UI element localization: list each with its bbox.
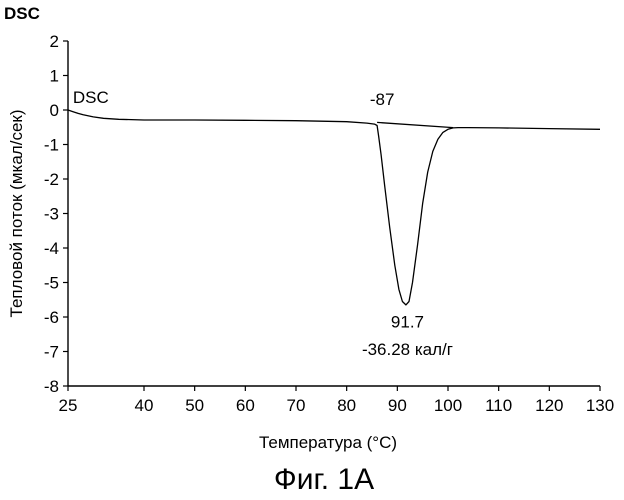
annotations: DSC -87 91.7 -36.28 кал/г xyxy=(73,88,453,359)
x-tick-label: 50 xyxy=(185,396,204,415)
x-tick-label: 100 xyxy=(434,396,462,415)
x-tick-label: 60 xyxy=(236,396,255,415)
y-tick-label: -5 xyxy=(44,274,59,293)
x-tick-label: 120 xyxy=(535,396,563,415)
annotation-label: -87 xyxy=(370,90,395,109)
y-tick-label: -2 xyxy=(44,170,59,189)
x-tick-label: 70 xyxy=(287,396,306,415)
axis-unit-label: DSC xyxy=(4,4,40,23)
y-tick-label: -8 xyxy=(44,377,59,396)
x-tick-label: 40 xyxy=(135,396,154,415)
x-tick-label: 80 xyxy=(337,396,356,415)
y-tick-label: -4 xyxy=(44,239,59,258)
series-line-baseline xyxy=(377,122,453,127)
y-tick-label: -3 xyxy=(44,205,59,224)
x-tick-label: 110 xyxy=(485,396,512,415)
y-ticks: 2 1 0 -1 -2 -3 -4 -5 -6 -7 -8 xyxy=(44,32,68,396)
y-tick-label: -7 xyxy=(44,343,59,362)
y-tick-label: -6 xyxy=(44,308,59,327)
y-tick-label: 2 xyxy=(50,32,59,51)
annotation-label: -36.28 кал/г xyxy=(362,340,453,359)
y-axis-title: Тепловой поток (мкал/сек) xyxy=(7,110,26,318)
annotation-label: DSC xyxy=(73,88,109,107)
x-ticks: 25 40 50 60 70 80 90 100 110 120 130 xyxy=(59,386,615,415)
series-line-dsc xyxy=(68,110,600,305)
x-tick-label: 25 xyxy=(59,396,78,415)
y-tick-label: 1 xyxy=(50,67,59,86)
figure-caption: Фиг. 1А xyxy=(274,463,374,496)
y-tick-label: 0 xyxy=(50,101,59,120)
series-group xyxy=(68,110,600,305)
y-tick-label: -1 xyxy=(44,136,59,155)
annotation-label: 91.7 xyxy=(391,312,424,331)
x-tick-label: 90 xyxy=(388,396,407,415)
x-axis-title: Температура (°C) xyxy=(259,433,397,452)
x-tick-label: 130 xyxy=(586,396,614,415)
